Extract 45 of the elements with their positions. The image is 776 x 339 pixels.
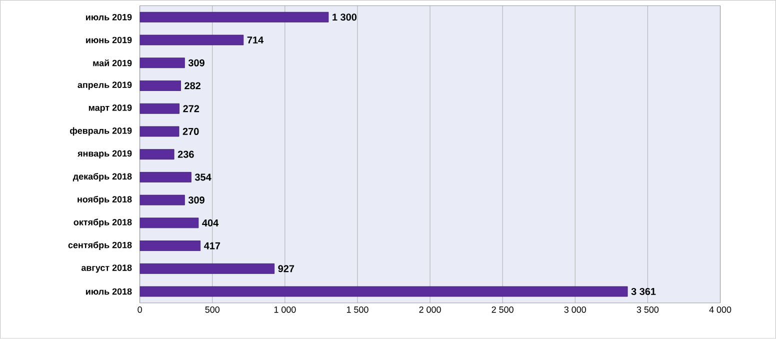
- x-tick-label: 500: [205, 306, 220, 313]
- bar: [140, 240, 201, 252]
- y-tick-label: февраль 2019: [70, 127, 132, 136]
- x-tick-label: 1 500: [346, 306, 368, 313]
- y-tick-label: июль 2018: [86, 288, 132, 295]
- bar: [140, 80, 181, 92]
- bar: [140, 218, 199, 228]
- y-tick-label: май 2019: [93, 60, 132, 66]
- y-tick-label: июль 2019: [86, 14, 132, 20]
- x-tick-label: 2 500: [492, 306, 514, 313]
- data-label: 236: [178, 150, 194, 158]
- x-tick-label: 4 000: [709, 306, 732, 313]
- data-label: 1 300: [332, 14, 357, 21]
- data-label: 309: [188, 60, 204, 67]
- bar: [140, 58, 185, 68]
- data-label: 354: [194, 174, 212, 181]
- x-tick-label: 3 500: [636, 306, 659, 313]
- data-label: 282: [184, 82, 200, 90]
- data-label: 270: [182, 128, 199, 136]
- bar: [140, 172, 192, 183]
- bar: [140, 286, 628, 297]
- y-tick-label: январь 2019: [78, 150, 132, 159]
- bar: [140, 149, 174, 160]
- y-tick-label: октябрь 2018: [74, 218, 132, 228]
- bar: [140, 264, 275, 274]
- y-tick-label: сентябрь 2018: [68, 242, 132, 250]
- data-label: 714: [247, 36, 264, 44]
- x-tick-label: 0: [138, 306, 142, 313]
- data-label: 309: [188, 196, 204, 204]
- bar: [140, 104, 180, 114]
- x-tick-label: 2 000: [419, 306, 441, 313]
- y-tick-label: декабрь 2018: [72, 173, 132, 182]
- bar: [140, 12, 329, 23]
- data-label: 404: [202, 220, 219, 227]
- data-label: 3 361: [631, 288, 656, 296]
- data-label: 927: [278, 265, 294, 272]
- y-tick-label: март 2019: [88, 104, 132, 113]
- x-tick-label: 3 000: [564, 306, 586, 313]
- y-tick-label: апрель 2019: [78, 82, 132, 90]
- y-tick-label: август 2018: [81, 264, 132, 273]
- data-label: 417: [204, 242, 220, 250]
- y-tick-label: ноябрь 2018: [78, 196, 132, 204]
- y-tick-label: июнь 2019: [86, 36, 132, 44]
- data-label: 272: [183, 105, 200, 112]
- x-tick-label: 1 000: [274, 306, 296, 313]
